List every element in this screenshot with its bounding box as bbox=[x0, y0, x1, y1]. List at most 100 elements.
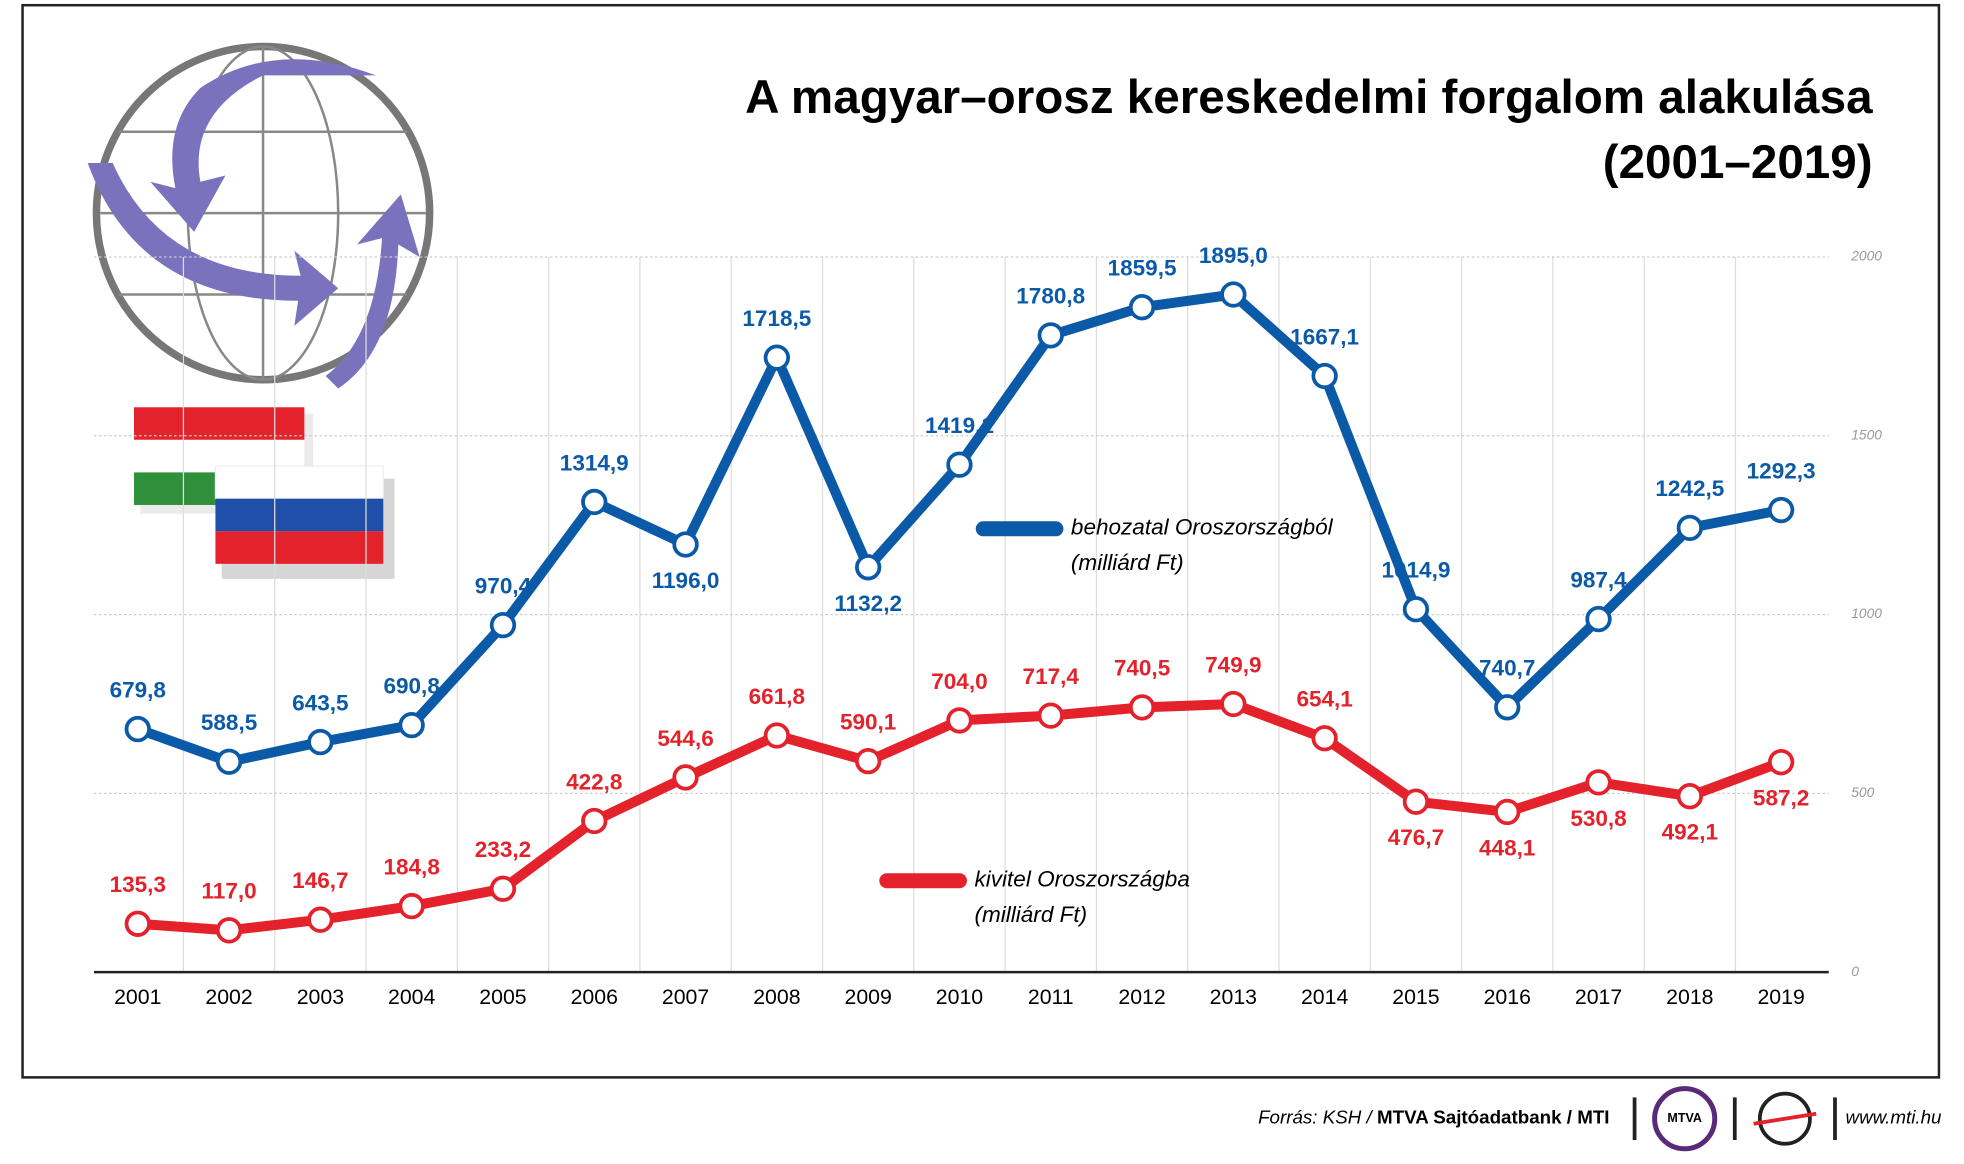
point bbox=[1402, 596, 1430, 623]
data-label: 233,2 bbox=[475, 837, 531, 862]
data-label: 717,4 bbox=[1023, 664, 1080, 689]
data-label: 654,1 bbox=[1296, 687, 1352, 712]
x-tick-label: 2009 bbox=[844, 985, 891, 1009]
footer: Forrás: KSH / MTVA Sajtóadatbank / MTI M… bbox=[1258, 1086, 1942, 1152]
data-label: 1014,9 bbox=[1381, 558, 1450, 583]
x-tick-label: 2002 bbox=[205, 985, 252, 1009]
data-label: 661,8 bbox=[749, 684, 805, 709]
source: Forrás: KSH / MTVA Sajtóadatbank / MTI bbox=[1258, 1107, 1609, 1128]
x-tick-label: 2007 bbox=[662, 985, 709, 1009]
data-label: 1419,1 bbox=[925, 413, 994, 438]
data-label: 1242,5 bbox=[1655, 476, 1724, 501]
data-label: 643,5 bbox=[292, 690, 348, 715]
point bbox=[1037, 702, 1064, 729]
point bbox=[1220, 690, 1247, 718]
point bbox=[855, 747, 882, 775]
data-label: 679,8 bbox=[110, 677, 166, 702]
point bbox=[1128, 694, 1156, 721]
x-tick-label: 2005 bbox=[479, 985, 526, 1009]
x-tick-label: 2013 bbox=[1210, 985, 1257, 1009]
data-label: 740,5 bbox=[1114, 656, 1170, 681]
y-tick-label: 500 bbox=[1851, 785, 1874, 800]
data-label: 135,3 bbox=[110, 872, 166, 897]
x-tick-label: 2018 bbox=[1666, 985, 1713, 1009]
x-tick-label: 2001 bbox=[114, 985, 161, 1009]
x-tick-label: 2003 bbox=[297, 985, 344, 1009]
point bbox=[855, 554, 882, 581]
chart-title: A magyar–orosz kereskedelmi forgalom ala… bbox=[745, 71, 1873, 124]
url: www.mti.hu bbox=[1846, 1107, 1942, 1128]
point bbox=[1402, 788, 1430, 815]
point bbox=[124, 910, 151, 937]
point bbox=[763, 344, 791, 371]
x-tick-label: 2006 bbox=[571, 985, 618, 1009]
data-label: 1895,0 bbox=[1199, 243, 1268, 268]
point bbox=[1494, 694, 1521, 721]
data-label: 1292,3 bbox=[1747, 458, 1816, 483]
x-tick-label: 2011 bbox=[1028, 985, 1074, 1009]
x-tick-label: 2008 bbox=[753, 985, 800, 1009]
data-label: 587,2 bbox=[1753, 786, 1809, 811]
point bbox=[1676, 783, 1703, 810]
point bbox=[489, 875, 517, 902]
point bbox=[1220, 281, 1247, 308]
legend-unit: (milliárd Ft) bbox=[974, 902, 1087, 927]
x-tick-label: 2016 bbox=[1484, 985, 1531, 1009]
x-tick-label: 2019 bbox=[1757, 985, 1804, 1009]
legend-label: behozatal Oroszországból bbox=[1071, 515, 1334, 540]
data-label: 970,4 bbox=[475, 574, 532, 599]
y-tick-label: 1000 bbox=[1851, 606, 1882, 621]
point bbox=[398, 892, 425, 920]
chart-subtitle: (2001–2019) bbox=[1603, 136, 1873, 189]
point bbox=[672, 531, 699, 558]
y-tick-label: 1500 bbox=[1851, 427, 1882, 442]
point bbox=[581, 807, 608, 835]
data-label: 704,0 bbox=[931, 669, 987, 694]
data-label: 476,7 bbox=[1388, 825, 1444, 850]
data-label: 422,8 bbox=[566, 769, 622, 794]
data-label: 1196,0 bbox=[652, 568, 720, 593]
data-label: 987,4 bbox=[1570, 567, 1627, 592]
point bbox=[124, 715, 151, 743]
legend-unit: (milliárd Ft) bbox=[1071, 550, 1184, 575]
data-label: 1314,9 bbox=[560, 450, 629, 475]
point bbox=[307, 906, 334, 933]
data-label: 448,1 bbox=[1479, 835, 1535, 860]
point bbox=[946, 451, 973, 478]
data-label: 590,1 bbox=[840, 710, 896, 735]
data-label: 1718,5 bbox=[742, 306, 811, 331]
point bbox=[581, 488, 608, 516]
source-end: / MTI bbox=[1567, 1107, 1610, 1128]
x-tick-label: 2004 bbox=[388, 985, 436, 1009]
point bbox=[763, 722, 791, 749]
data-label: 1667,1 bbox=[1290, 324, 1359, 349]
point bbox=[489, 611, 517, 639]
data-label: 146,7 bbox=[292, 868, 348, 893]
data-label: 749,9 bbox=[1205, 652, 1261, 677]
point bbox=[1494, 798, 1521, 826]
x-tick-label: 2014 bbox=[1301, 985, 1349, 1009]
point bbox=[1767, 496, 1795, 524]
data-label: 117,0 bbox=[202, 879, 257, 904]
x-tick-label: 2017 bbox=[1575, 985, 1622, 1009]
data-label: 588,5 bbox=[201, 710, 257, 735]
data-label: 1132,2 bbox=[834, 591, 902, 616]
legend-label: kivitel Oroszországba bbox=[974, 867, 1189, 892]
y-tick-label: 0 bbox=[1851, 964, 1859, 979]
point bbox=[946, 707, 973, 734]
data-label: 184,8 bbox=[383, 854, 439, 879]
point bbox=[1676, 514, 1703, 541]
logo-text: MTVA bbox=[1667, 1111, 1702, 1125]
y-tick-label: 2000 bbox=[1850, 249, 1882, 264]
point bbox=[672, 764, 699, 791]
point bbox=[1311, 725, 1338, 752]
point bbox=[215, 748, 243, 775]
source-bold: MTVA Sajtóadatbank bbox=[1377, 1107, 1562, 1128]
point bbox=[1585, 605, 1612, 633]
data-label: 530,8 bbox=[1570, 806, 1626, 831]
data-label: 544,6 bbox=[657, 726, 713, 751]
x-tick-label: 2012 bbox=[1118, 985, 1165, 1009]
point bbox=[1585, 769, 1612, 796]
data-label: 1859,5 bbox=[1108, 256, 1177, 281]
